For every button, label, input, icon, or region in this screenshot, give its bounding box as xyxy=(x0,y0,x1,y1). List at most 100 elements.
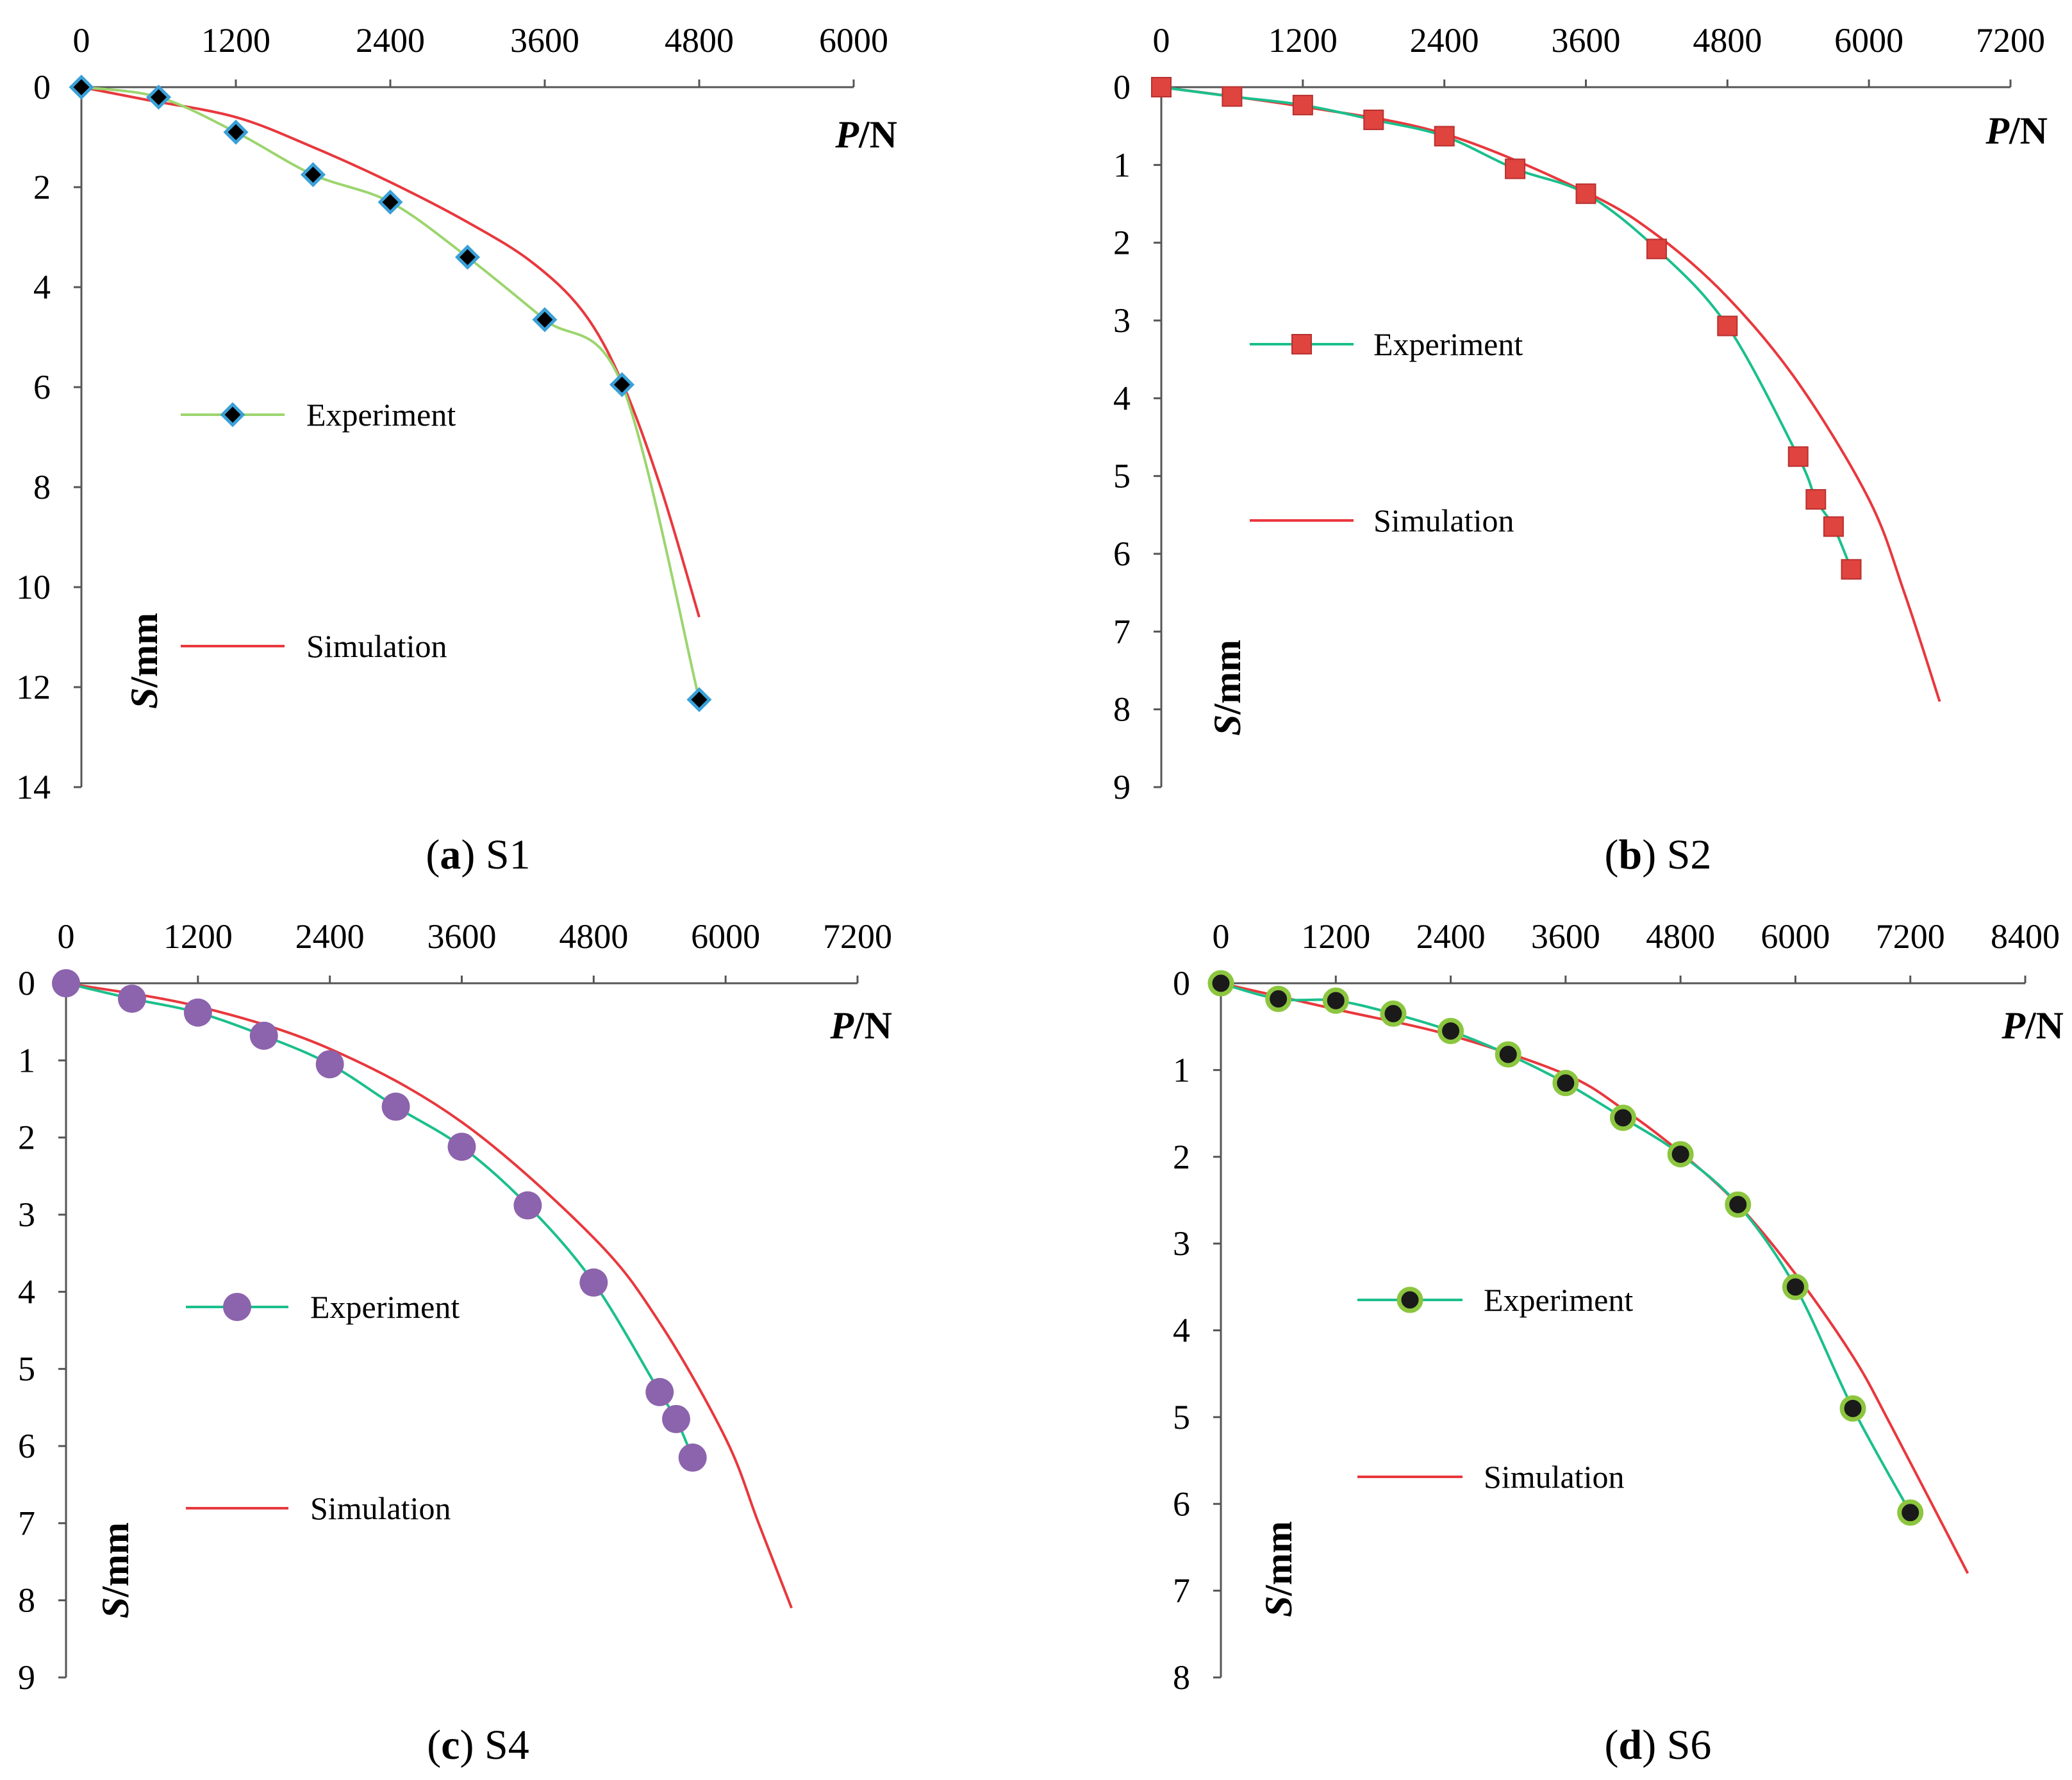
experiment-point xyxy=(1380,1000,1407,1027)
y-tick-label: 2 xyxy=(1113,224,1131,262)
x-tick-label: 6000 xyxy=(691,917,760,956)
legend-simulation-label: Simulation xyxy=(1373,503,1514,538)
experiment-line xyxy=(81,86,700,700)
experiment-point xyxy=(454,244,481,270)
x-tick-label: 3600 xyxy=(427,917,497,956)
y-tick-label: 7 xyxy=(1173,1572,1190,1610)
experiment-point xyxy=(579,1268,608,1297)
x-tick-label: 4800 xyxy=(1693,21,1762,60)
x-tick-label: 1200 xyxy=(201,21,270,60)
x-tick-label: 4800 xyxy=(665,21,734,60)
legend-experiment-marker xyxy=(220,402,245,428)
experiment-point xyxy=(1434,126,1455,147)
y-tick-label: 4 xyxy=(1173,1311,1190,1350)
y-tick-label: 7 xyxy=(18,1504,35,1542)
x-tick-label: 2400 xyxy=(295,917,365,956)
experiment-point xyxy=(1787,446,1809,467)
chart-s6: 0 1200 2400 3600 4800 6000 7200 8400 0 1 2 3 4 5 6 7 8 P/… xyxy=(1173,917,2064,1768)
experiment-line xyxy=(65,982,694,1458)
experiment-point xyxy=(52,969,80,997)
x-tick-label: 6000 xyxy=(1834,21,1903,60)
y-tick-label: 8 xyxy=(33,468,51,506)
y-tick-label: 6 xyxy=(1113,535,1131,573)
legend-experiment-marker xyxy=(1397,1286,1423,1313)
y-tick-label: 6 xyxy=(33,368,51,406)
x-axis-title: P/N xyxy=(829,1004,892,1047)
experiment-point xyxy=(1897,1499,1924,1526)
panel-caption: (c) S4 xyxy=(427,1722,529,1768)
y-tick-label: 14 xyxy=(16,768,51,806)
x-tick-label: 1200 xyxy=(163,917,233,956)
x-tick-label: 8400 xyxy=(1991,917,2060,956)
experiment-point xyxy=(1717,315,1738,337)
experiment-point xyxy=(532,307,558,333)
y-tick-label: 4 xyxy=(33,268,51,306)
experiment-point xyxy=(117,985,146,1013)
legend-simulation-label: Simulation xyxy=(306,628,447,664)
legend-experiment-label: Experiment xyxy=(310,1289,460,1325)
x-axis-title: P/N xyxy=(834,113,897,156)
legend-experiment-marker xyxy=(1291,334,1312,354)
chart-s1: 0 1200 2400 3600 4800 6000 0 2 4 6 8 10 12 14 P/N S/mm E… xyxy=(16,21,897,878)
experiment-point xyxy=(183,998,212,1027)
y-tick-label: 0 xyxy=(33,68,51,106)
y-tick-label: 0 xyxy=(1113,68,1131,106)
panel-caption: (d) S6 xyxy=(1605,1722,1712,1768)
y-axis-title: S/mm xyxy=(1257,1521,1300,1617)
experiment-point xyxy=(1646,238,1667,260)
legend-simulation-label: Simulation xyxy=(310,1490,451,1526)
experiment-point xyxy=(1363,109,1384,130)
y-axis-title: S/mm xyxy=(123,613,165,709)
y-tick-label: 6 xyxy=(1173,1485,1190,1523)
simulation-line xyxy=(65,982,793,1609)
y-tick-label: 5 xyxy=(18,1350,35,1388)
y-tick-label: 8 xyxy=(1173,1658,1190,1697)
x-tick-label: 7200 xyxy=(1876,917,1945,956)
x-tick-label: 3600 xyxy=(1552,21,1621,60)
experiment-point xyxy=(223,119,249,145)
y-tick-label: 8 xyxy=(1113,690,1131,729)
x-tick-label: 2400 xyxy=(1410,21,1479,60)
chart-s4: 0 1200 2400 3600 4800 6000 7200 0 1 2 3 4 5 6 7 8 9 P/N S/… xyxy=(18,917,892,1768)
experiment-point xyxy=(1823,516,1844,537)
x-tick-label: 7200 xyxy=(1976,21,2045,60)
y-tick-label: 8 xyxy=(18,1581,35,1620)
experiment-point xyxy=(661,1404,690,1433)
legend-experiment-label: Experiment xyxy=(1484,1282,1633,1318)
y-tick-label: 3 xyxy=(18,1195,35,1234)
experiment-point xyxy=(145,85,172,110)
x-tick-label: 2400 xyxy=(1416,917,1486,956)
experiment-point xyxy=(1438,1017,1464,1044)
legend-experiment-label: Experiment xyxy=(1373,326,1523,362)
y-tick-label: 0 xyxy=(1173,964,1190,1002)
panel-caption: (a) S1 xyxy=(426,831,530,878)
y-tick-label: 1 xyxy=(1113,146,1131,184)
experiment-point xyxy=(1222,86,1243,107)
experiment-point xyxy=(69,74,94,100)
x-tick-label: 0 xyxy=(58,917,75,956)
x-axis-title: P/N xyxy=(2001,1004,2064,1047)
y-axis-title: S/mm xyxy=(94,1522,137,1618)
y-tick-label: 2 xyxy=(18,1119,35,1157)
legend-experiment-label: Experiment xyxy=(306,397,456,433)
legend-simulation-label: Simulation xyxy=(1484,1459,1624,1495)
x-tick-label: 3600 xyxy=(510,21,579,60)
y-tick-label: 1 xyxy=(1173,1051,1190,1089)
x-tick-label: 4800 xyxy=(559,917,628,956)
x-tick-label: 7200 xyxy=(823,917,892,956)
x-tick-label: 0 xyxy=(73,21,90,60)
y-tick-label: 12 xyxy=(16,668,51,706)
y-tick-label: 1 xyxy=(18,1041,35,1079)
y-tick-label: 10 xyxy=(16,568,51,606)
chart-s2: 0 1200 2400 3600 4800 6000 7200 0 1 2 3 4 5 6 7 8 9 P/N S/… xyxy=(1113,21,2048,878)
experiment-point xyxy=(447,1133,476,1161)
y-tick-label: 9 xyxy=(18,1658,35,1697)
experiment-point xyxy=(686,686,712,713)
experiment-point xyxy=(678,1443,707,1472)
experiment-point xyxy=(1575,183,1596,204)
experiment-point xyxy=(645,1377,674,1406)
experiment-point xyxy=(1265,985,1292,1012)
y-tick-label: 6 xyxy=(18,1427,35,1465)
experiment-point xyxy=(1505,158,1526,179)
y-tick-label: 3 xyxy=(1113,301,1131,340)
